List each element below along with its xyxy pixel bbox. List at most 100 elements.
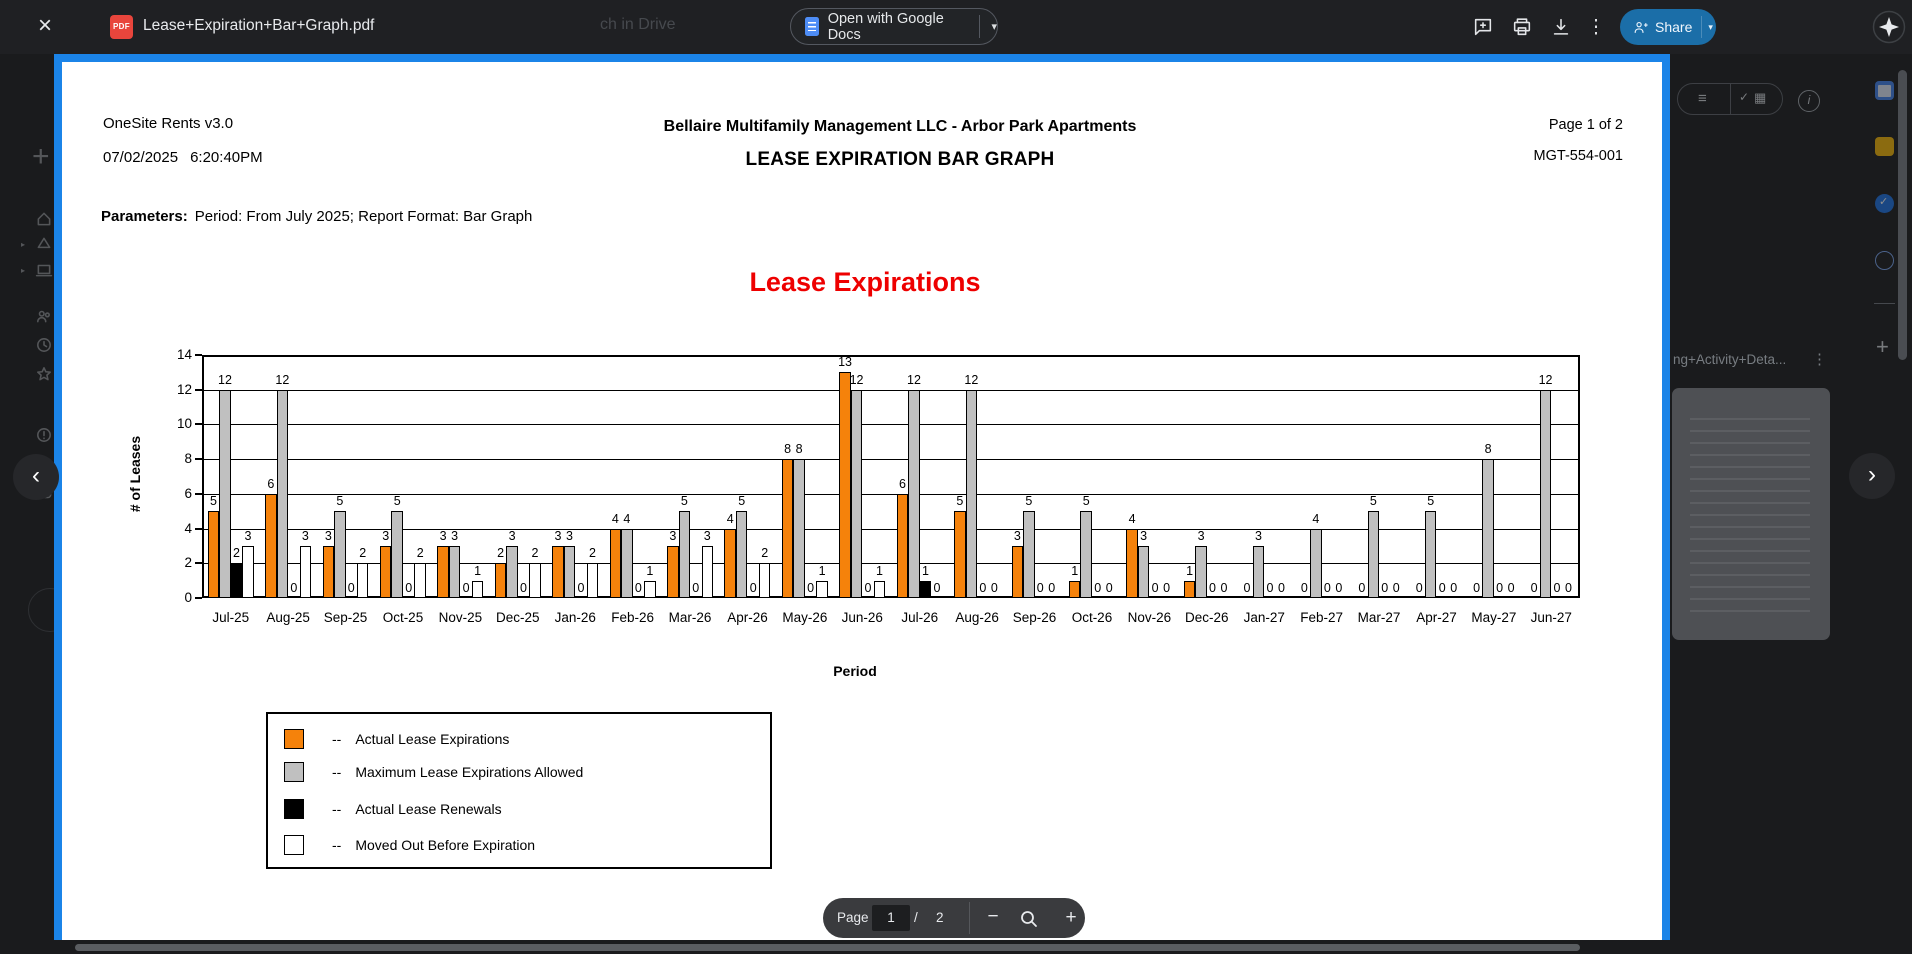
- expand-arrow-icon[interactable]: ▸: [21, 240, 26, 249]
- legend-dash: --: [332, 801, 342, 817]
- legend-label: Actual Lease Renewals: [355, 801, 502, 817]
- chevron-down-icon[interactable]: ▾: [991, 21, 997, 33]
- file-more-options-icon[interactable]: ⋮: [1812, 351, 1827, 368]
- bar-value-label: 12: [1538, 372, 1553, 387]
- zoom-lens-icon[interactable]: [1017, 907, 1041, 931]
- list-view-icon[interactable]: ≡: [1698, 90, 1707, 107]
- bar-value-label: 2: [232, 546, 240, 561]
- bar-value-label: 2: [416, 546, 424, 561]
- y-axis-tick: [195, 562, 202, 565]
- page-number-input[interactable]: 1: [872, 905, 910, 931]
- bar-value-label: 8: [1484, 442, 1492, 457]
- y-axis-tick: [195, 423, 202, 426]
- bar-value-label: 0: [1473, 581, 1481, 595]
- vertical-scrollbar[interactable]: [1898, 70, 1907, 360]
- report-app-version: OneSite Rents v3.0: [103, 115, 234, 132]
- close-icon[interactable]: ×: [37, 12, 52, 39]
- bar-series-0: [954, 511, 966, 598]
- background-file-thumbnail: [1672, 388, 1830, 640]
- bar-value-label: 0: [933, 581, 941, 595]
- bar-value-label: 0: [1496, 581, 1504, 595]
- home-icon[interactable]: [35, 210, 53, 228]
- open-with-label: Open with Google Docs: [827, 10, 944, 43]
- bar-value-label: 0: [1323, 581, 1331, 595]
- view-toggle[interactable]: ≡ ✓ ▦: [1677, 83, 1783, 115]
- zoom-out-button[interactable]: −: [987, 906, 999, 927]
- next-page-button[interactable]: ›: [1849, 453, 1895, 499]
- bar-value-label: 6: [267, 476, 275, 491]
- bar-series-3: [873, 580, 886, 598]
- google-docs-icon: [805, 17, 819, 36]
- legend-dash: --: [332, 764, 342, 780]
- bar-value-label: 0: [290, 581, 298, 595]
- bar-series-1: [1023, 511, 1035, 598]
- new-button-icon[interactable]: +: [32, 140, 50, 173]
- parameters-value: Period: From July 2025; Report Format: B…: [194, 208, 533, 225]
- keep-icon[interactable]: [1875, 137, 1894, 156]
- page-controls: Page 1 / 2 − +: [823, 898, 1085, 938]
- file-title: Lease+Expiration+Bar+Graph.pdf: [143, 17, 375, 34]
- bar-value-label: 2: [359, 546, 367, 561]
- docs-lines: [808, 22, 816, 31]
- x-axis-tick-label: Mar-26: [668, 610, 712, 625]
- page-label: Page: [837, 910, 869, 925]
- bar-series-1: [563, 545, 576, 598]
- info-icon[interactable]: i: [1798, 90, 1820, 112]
- contacts-icon[interactable]: [1875, 251, 1894, 270]
- divider: [1701, 16, 1703, 38]
- x-axis-tick-label: May-27: [1471, 610, 1517, 625]
- x-axis-tick-label: Dec-26: [1185, 610, 1229, 625]
- expand-arrow-icon[interactable]: ▸: [21, 266, 26, 275]
- y-axis-tick: [195, 597, 202, 599]
- print-icon[interactable]: [1502, 7, 1542, 47]
- tasks-icon[interactable]: [1875, 194, 1894, 213]
- bar-series-0: [724, 528, 736, 598]
- add-panel-icon[interactable]: +: [1876, 334, 1889, 359]
- bar-value-label: 0: [1381, 581, 1389, 595]
- bar-series-1: [1137, 545, 1150, 598]
- previous-page-button[interactable]: ‹: [13, 454, 59, 500]
- bar-series-1: [334, 511, 346, 598]
- download-icon[interactable]: [1541, 7, 1581, 47]
- spam-icon[interactable]: [35, 426, 53, 444]
- bar-series-1: [219, 389, 231, 598]
- bar-value-label: 0: [1450, 581, 1458, 595]
- y-axis-tick: [195, 527, 202, 530]
- zoom-in-button[interactable]: +: [1065, 907, 1077, 928]
- divider: [978, 15, 980, 38]
- bar-series-0: [1011, 545, 1024, 598]
- share-button[interactable]: Share ▾: [1620, 9, 1716, 45]
- bar-series-1: [1080, 511, 1092, 598]
- gemini-sparkle-icon[interactable]: [1872, 10, 1906, 44]
- calendar-icon[interactable]: [1875, 81, 1894, 100]
- bar-series-1: [850, 389, 863, 598]
- grid-view-icon[interactable]: ▦: [1754, 90, 1767, 105]
- x-axis-tick-label: Sep-25: [323, 610, 368, 625]
- computers-icon[interactable]: [35, 261, 53, 279]
- shared-with-me-icon[interactable]: [35, 307, 53, 325]
- starred-icon[interactable]: [35, 365, 53, 383]
- bar-series-1: [1252, 545, 1265, 598]
- bar-value-label: 0: [1209, 581, 1216, 595]
- my-drive-icon[interactable]: [35, 235, 53, 253]
- horizontal-scrollbar[interactable]: [75, 944, 1580, 951]
- legend-item: -- Actual Lease Expirations: [284, 728, 509, 750]
- bar-value-label: 0: [979, 581, 987, 595]
- pdf-file-icon: PDF: [110, 15, 133, 39]
- x-axis-tick-label: Dec-25: [496, 610, 540, 625]
- open-with-google-docs-button[interactable]: Open with Google Docs ▾: [790, 8, 998, 45]
- bar-value-label: 3: [1013, 528, 1021, 543]
- add-comment-icon[interactable]: [1463, 7, 1503, 47]
- x-axis-tick-label: Aug-25: [266, 610, 310, 625]
- recent-icon[interactable]: [35, 336, 53, 354]
- more-options-icon[interactable]: ⋮: [1576, 7, 1616, 47]
- bar-series-0: [322, 545, 335, 598]
- bar-value-label: 0: [520, 581, 527, 595]
- bar-series-3: [644, 580, 656, 598]
- y-axis-tick-label: 4: [184, 520, 192, 536]
- bar-value-label: 0: [1094, 581, 1102, 595]
- bar-value-label: 2: [531, 546, 539, 561]
- chevron-down-icon[interactable]: ▾: [1708, 21, 1713, 32]
- bar-value-label: 4: [726, 511, 734, 526]
- x-axis-tick-label: Feb-27: [1300, 610, 1343, 625]
